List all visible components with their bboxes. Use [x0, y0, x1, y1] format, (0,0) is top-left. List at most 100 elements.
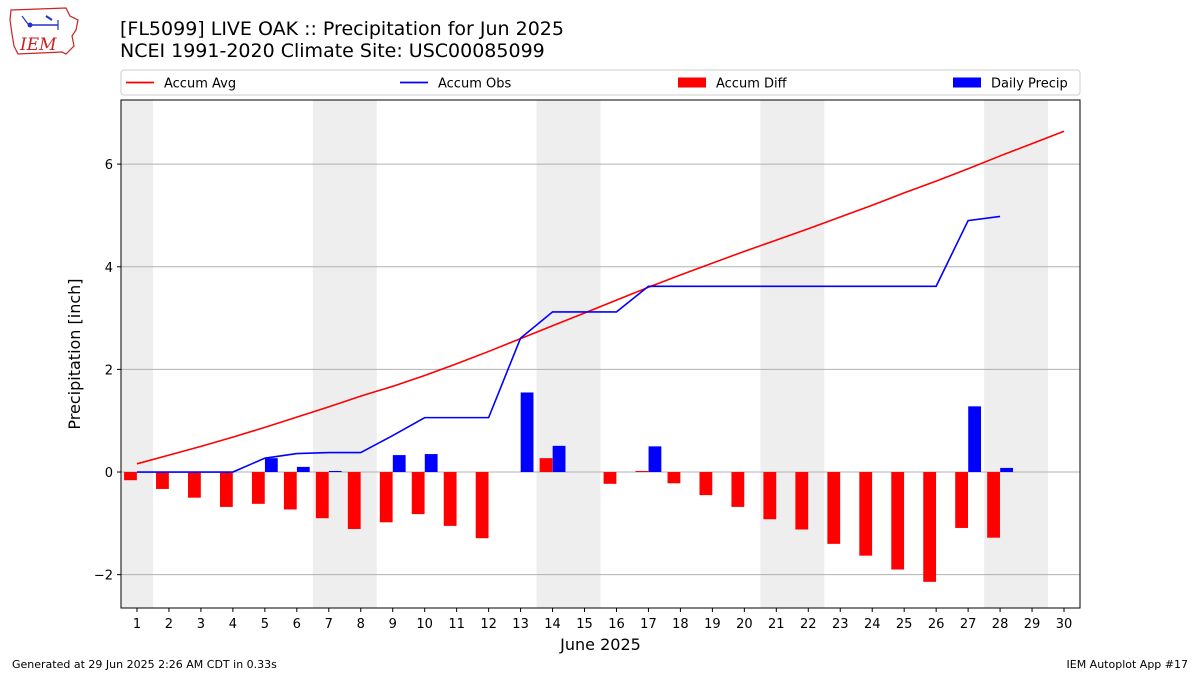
- x-axis-label: June 2025: [559, 635, 641, 654]
- x-tick-label: 1: [133, 617, 141, 632]
- y-axis-label: Precipitation [inch]: [65, 278, 84, 429]
- chart-title-line2: NCEI 1991-2020 Climate Site: USC00085099: [120, 40, 545, 62]
- x-tick-label: 7: [325, 617, 333, 632]
- legend-label: Accum Obs: [438, 77, 511, 92]
- accum-diff-bar: [315, 472, 329, 519]
- accum-diff-bar: [795, 472, 809, 530]
- x-tick-label: 24: [864, 617, 881, 632]
- x-tick-label: 20: [736, 617, 753, 632]
- daily-precip-bar: [424, 454, 438, 473]
- accum-diff-bar: [923, 472, 937, 582]
- x-axis: 1 2 3 4 5 6 7 8 9 10 11 12 13 14 15 16 17 18 19 20 21 22 23 24 2…: [133, 608, 1072, 632]
- legend-label: Accum Avg: [164, 77, 236, 92]
- x-tick-label: 16: [608, 617, 625, 632]
- x-tick-label: 13: [512, 617, 529, 632]
- accum-diff-bar: [987, 472, 1000, 538]
- legend-label: Daily Precip: [991, 77, 1068, 92]
- accum-diff-bar: [124, 472, 137, 481]
- y-tick-label: 2: [105, 363, 113, 378]
- y-tick-label: 4: [105, 261, 113, 276]
- plot-frame: [120, 99, 1081, 609]
- x-tick-label: 9: [389, 617, 397, 632]
- accum-diff-bar: [443, 472, 457, 526]
- line-series: [136, 130, 1065, 473]
- weekend-band: [536, 100, 601, 608]
- x-tick-label: 6: [293, 617, 301, 632]
- daily-precip-bar: [648, 446, 662, 473]
- accum-diff-bar: [763, 472, 777, 520]
- accum-diff-bar: [859, 472, 873, 556]
- accum-diff-bar: [955, 472, 969, 528]
- bar-series: [124, 392, 1013, 582]
- daily-precip-bar: [968, 406, 982, 473]
- accum-diff-bar: [411, 472, 425, 515]
- weekend-band: [760, 100, 825, 608]
- x-tick-label: 3: [197, 617, 205, 632]
- daily-precip-bar: [520, 392, 534, 473]
- legend-label: Accum Diff: [716, 77, 788, 92]
- x-tick-label: 10: [416, 617, 433, 632]
- x-tick-label: 4: [229, 617, 237, 632]
- weekend-shading: [121, 100, 1049, 608]
- legend-bar-swatch: [953, 77, 981, 88]
- x-tick-label: 17: [640, 617, 657, 632]
- x-tick-label: 8: [357, 617, 365, 632]
- footer-app-text: IEM Autoplot App #17: [1066, 658, 1189, 671]
- legend: Accum Avg Accum Obs Accum Diff Daily Precip: [120, 69, 1081, 96]
- x-tick-label: 27: [960, 617, 977, 632]
- x-tick-label: 22: [800, 617, 817, 632]
- x-tick-label: 29: [1024, 617, 1041, 632]
- x-tick-label: 30: [1056, 617, 1073, 632]
- x-tick-label: 14: [544, 617, 561, 632]
- weekend-band: [312, 100, 377, 608]
- accum-diff-bar: [475, 472, 489, 539]
- accum-diff-bar: [539, 458, 553, 473]
- logo-text: IEM: [19, 35, 57, 55]
- x-tick-label: 15: [576, 617, 593, 632]
- daily-precip-bar: [1000, 467, 1013, 473]
- x-tick-label: 19: [704, 617, 721, 632]
- accum-diff-bar: [347, 472, 361, 529]
- accum-diff-bar: [731, 472, 745, 507]
- footer-generated-text: Generated at 29 Jun 2025 2:26 AM CDT in …: [12, 658, 277, 671]
- x-tick-label: 21: [768, 617, 785, 632]
- legend-bar-swatch: [678, 77, 706, 88]
- daily-precip-bar: [328, 470, 342, 473]
- grid-lines: [121, 163, 1080, 576]
- daily-precip-bar: [392, 455, 406, 473]
- accum-avg-line: [136, 130, 1065, 465]
- x-tick-label: 5: [261, 617, 269, 632]
- legend-box: [120, 69, 1081, 96]
- accum-diff-bar: [156, 472, 169, 489]
- accum-diff-bar: [667, 472, 681, 484]
- daily-precip-bar: [552, 445, 566, 473]
- accum-diff-bar: [379, 472, 393, 523]
- x-tick-label: 26: [928, 617, 945, 632]
- accum-diff-bar: [699, 472, 713, 496]
- iem-logo: IEM: [8, 6, 80, 60]
- x-tick-label: 11: [448, 617, 465, 632]
- accum-diff-bar: [251, 472, 265, 504]
- weekend-band: [121, 100, 153, 608]
- accum-obs-line: [136, 215, 1001, 473]
- accum-diff-bar: [603, 472, 617, 484]
- accum-diff-bar: [283, 472, 297, 510]
- y-tick-label: 6: [105, 158, 113, 173]
- x-tick-label: 18: [672, 617, 689, 632]
- y-axis: −2 0 2 4 6: [94, 158, 121, 584]
- daily-precip-bar: [264, 458, 278, 473]
- x-tick-label: 28: [992, 617, 1009, 632]
- iem-logo-graphic: IEM: [9, 7, 79, 55]
- accum-diff-bar: [827, 472, 841, 544]
- y-tick-label: −2: [94, 569, 113, 584]
- y-tick-label: 0: [105, 466, 113, 481]
- x-tick-label: 23: [832, 617, 849, 632]
- x-tick-label: 25: [896, 617, 913, 632]
- accum-diff-bar: [891, 472, 905, 570]
- x-tick-label: 2: [165, 617, 173, 632]
- chart-title-line1: [FL5099] LIVE OAK :: Precipitation for J…: [120, 18, 564, 40]
- daily-precip-bar: [296, 466, 310, 473]
- accum-diff-bar: [188, 472, 201, 498]
- x-tick-label: 12: [480, 617, 497, 632]
